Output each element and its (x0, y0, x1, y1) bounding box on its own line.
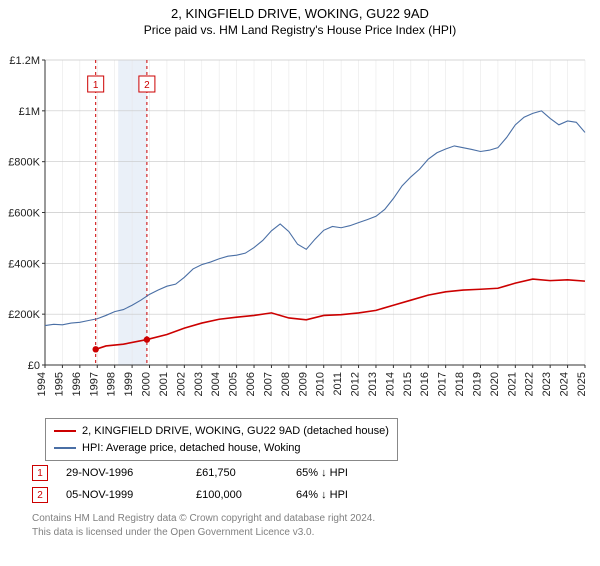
svg-text:2014: 2014 (384, 372, 396, 396)
svg-text:1997: 1997 (88, 372, 100, 396)
svg-text:2022: 2022 (524, 372, 536, 396)
svg-text:2011: 2011 (332, 372, 344, 396)
svg-text:2007: 2007 (262, 372, 274, 396)
chart-title: 2, KINGFIELD DRIVE, WOKING, GU22 9AD (0, 6, 600, 21)
marker-date: 29-NOV-1996 (66, 467, 196, 479)
svg-text:1994: 1994 (36, 372, 48, 396)
svg-text:2006: 2006 (245, 372, 257, 396)
svg-text:£600K: £600K (8, 208, 40, 220)
marker-price: £100,000 (196, 489, 296, 501)
marker-row: 1 29-NOV-1996£61,75065% ↓ HPI (32, 462, 416, 484)
marker-table: 1 29-NOV-1996£61,75065% ↓ HPI 2 05-NOV-1999… (32, 462, 416, 506)
footer-line-2: This data is licensed under the Open Gov… (32, 526, 590, 540)
svg-text:2005: 2005 (228, 372, 240, 396)
chart-svg: £0 £200K £400K £600K £800K £1M £1.2M 1994 1995 19… (0, 50, 600, 410)
svg-text:2023: 2023 (541, 372, 553, 396)
svg-text:2002: 2002 (175, 372, 187, 396)
svg-text:£1M: £1M (19, 106, 40, 118)
svg-text:1998: 1998 (106, 372, 118, 396)
legend-label: HPI: Average price, detached house, Woki… (82, 440, 301, 457)
svg-text:2018: 2018 (454, 372, 466, 396)
svg-text:2019: 2019 (471, 372, 483, 396)
chart-plot-area: £0 £200K £400K £600K £800K £1M £1.2M 1994 1995 19… (0, 50, 600, 410)
legend-item: 2, KINGFIELD DRIVE, WOKING, GU22 9AD (de… (54, 423, 389, 440)
svg-text:2012: 2012 (350, 372, 362, 396)
svg-text:2: 2 (144, 80, 150, 91)
legend-swatch (54, 447, 76, 449)
svg-text:2008: 2008 (280, 372, 292, 396)
svg-text:2025: 2025 (576, 372, 588, 396)
footer-line-1: Contains HM Land Registry data © Crown c… (32, 512, 590, 526)
svg-text:1995: 1995 (53, 372, 65, 396)
svg-text:1: 1 (93, 80, 99, 91)
legend-label: 2, KINGFIELD DRIVE, WOKING, GU22 9AD (de… (82, 423, 389, 440)
chart-container: 2, KINGFIELD DRIVE, WOKING, GU22 9AD Pri… (0, 6, 600, 566)
marker-date: 05-NOV-1999 (66, 489, 196, 501)
svg-text:£200K: £200K (8, 309, 40, 321)
svg-text:2010: 2010 (315, 372, 327, 396)
svg-text:£0: £0 (28, 360, 40, 372)
svg-text:2001: 2001 (158, 372, 170, 396)
svg-text:2003: 2003 (193, 372, 205, 396)
legend-item: HPI: Average price, detached house, Woki… (54, 440, 389, 457)
marker-pct: 65% ↓ HPI (296, 467, 416, 479)
svg-text:2004: 2004 (210, 372, 222, 396)
svg-text:1996: 1996 (71, 372, 83, 396)
chart-subtitle: Price paid vs. HM Land Registry's House … (0, 23, 600, 37)
svg-text:2015: 2015 (402, 372, 414, 396)
svg-text:2021: 2021 (506, 372, 518, 396)
svg-text:2017: 2017 (437, 372, 449, 396)
marker-badge: 1 (32, 465, 48, 481)
svg-text:£400K: £400K (8, 258, 40, 270)
marker-pct: 64% ↓ HPI (296, 489, 416, 501)
svg-text:2024: 2024 (559, 372, 571, 396)
svg-text:£800K: £800K (8, 157, 40, 169)
legend-swatch (54, 430, 76, 432)
svg-text:2000: 2000 (141, 372, 153, 396)
marker-row: 2 05-NOV-1999£100,00064% ↓ HPI (32, 484, 416, 506)
svg-text:1999: 1999 (123, 372, 135, 396)
svg-text:£1.2M: £1.2M (9, 55, 40, 67)
svg-text:2016: 2016 (419, 372, 431, 396)
legend: 2, KINGFIELD DRIVE, WOKING, GU22 9AD (de… (45, 418, 398, 461)
marker-badge: 2 (32, 487, 48, 503)
footer-attribution: Contains HM Land Registry data © Crown c… (32, 512, 590, 539)
svg-text:2013: 2013 (367, 372, 379, 396)
svg-text:2009: 2009 (297, 372, 309, 396)
marker-price: £61,750 (196, 467, 296, 479)
svg-text:2020: 2020 (489, 372, 501, 396)
